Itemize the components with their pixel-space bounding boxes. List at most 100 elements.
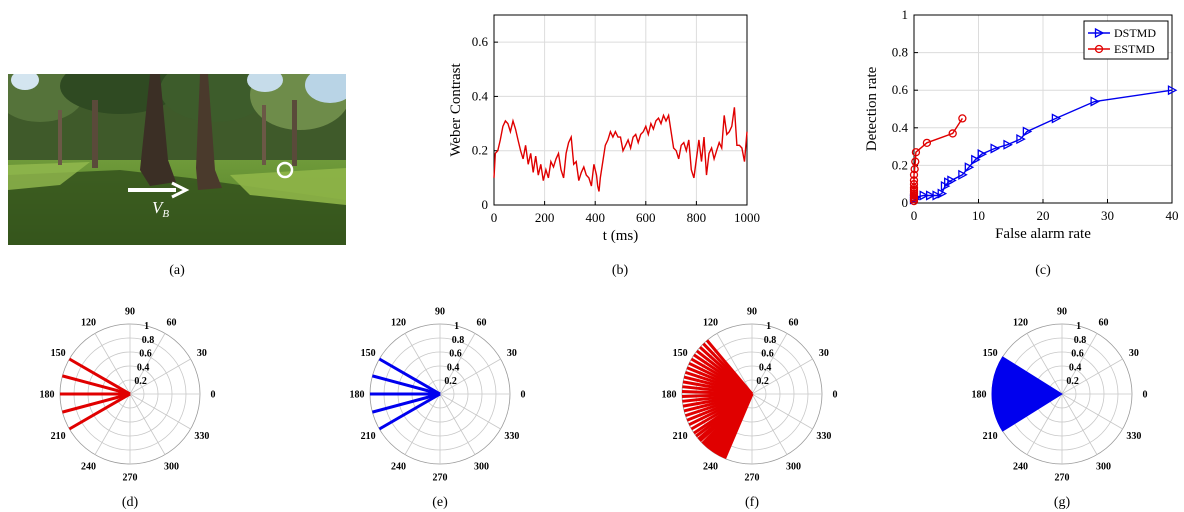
angle-tick-label: 300 <box>474 461 489 472</box>
y-axis-label: Weber Contrast <box>448 63 464 157</box>
x-axis-label: t (ms) <box>603 228 638 244</box>
caption-a: (a) <box>169 263 185 278</box>
data-point <box>911 148 921 157</box>
polar-chart-f: 0 30 60 90 120 150 180 210 240 270 300 330 0.2 0.4 0.6… <box>662 307 838 484</box>
y-axis-label: Detection rate <box>864 66 880 151</box>
radius-tick-label: 1 <box>766 321 771 332</box>
y-tick-label: 0.2 <box>892 157 908 172</box>
data-point <box>1022 126 1033 137</box>
x-tick-label: 10 <box>972 208 985 223</box>
angle-tick-label: 180 <box>40 390 55 401</box>
x-tick-label: 20 <box>1037 208 1050 223</box>
polar-spoke <box>439 333 476 395</box>
angle-tick-label: 210 <box>51 431 66 442</box>
data-point <box>958 169 968 180</box>
angle-tick-label: 30 <box>1129 348 1139 359</box>
radius-tick-label: 0.6 <box>761 349 774 360</box>
angle-tick-label: 0 <box>833 390 838 401</box>
radius-tick-label: 0.8 <box>764 335 777 346</box>
angle-tick-label: 30 <box>197 348 207 359</box>
data-point <box>1051 113 1062 124</box>
polar-ray <box>378 392 441 431</box>
x-tick-label: 30 <box>1101 208 1114 223</box>
angle-tick-label: 180 <box>662 390 677 401</box>
weber-contrast-chart: 0 200 400 600 800 1000 0 0.2 0.4 0.6 t (ms) Weber C… <box>448 14 760 244</box>
angle-tick-label: 330 <box>194 431 209 442</box>
angle-tick-label: 330 <box>504 431 519 442</box>
x-tick-label: 40 <box>1166 208 1179 223</box>
polar-ray <box>61 374 131 396</box>
polar-chart-g: 0 30 60 90 120 150 180 210 240 270 300 330 0.2 0.4 0.6… <box>972 307 1148 484</box>
data-point <box>937 188 948 199</box>
caption-g: (g) <box>1054 495 1071 510</box>
park-photo <box>8 74 346 245</box>
caption-d: (d) <box>122 495 139 510</box>
polar-spoke <box>129 358 191 395</box>
angle-tick-label: 210 <box>673 431 688 442</box>
angle-tick-label: 180 <box>972 390 987 401</box>
angle-tick-label: 240 <box>391 461 406 472</box>
x-axis-label: False alarm rate <box>995 226 1091 242</box>
polar-spoke <box>1061 393 1098 455</box>
radius-tick-label: 1 <box>144 321 149 332</box>
radius-tick-label: 0.4 <box>137 362 150 373</box>
angle-tick-label: 270 <box>123 473 138 484</box>
polar-spoke <box>1061 333 1098 395</box>
polar-spoke <box>716 333 753 395</box>
polar-spoke <box>439 393 501 430</box>
angle-tick-label: 330 <box>1126 431 1141 442</box>
radius-tick-label: 0.6 <box>1071 349 1084 360</box>
data-point <box>909 170 919 179</box>
polar-spoke <box>94 393 131 455</box>
radius-tick-label: 0.2 <box>756 376 769 387</box>
radius-tick-label: 0.2 <box>1066 376 1079 387</box>
data-point <box>971 154 981 165</box>
legend-marker <box>1094 44 1104 54</box>
y-tick-label: 0 <box>482 197 489 212</box>
data-point <box>948 129 957 138</box>
data-point <box>977 149 988 160</box>
y-tick-label: 0.2 <box>472 143 488 158</box>
radius-tick-label: 0.8 <box>1074 335 1087 346</box>
polar-chart-d: 0 30 60 90 120 150 180 210 240 270 300 330 0.2 0.4 0.6… <box>40 307 216 484</box>
x-tick-label: 0 <box>911 208 918 223</box>
caption-e: (e) <box>432 495 448 510</box>
angle-tick-label: 210 <box>983 431 998 442</box>
x-tick-label: 600 <box>636 210 656 225</box>
radius-tick-label: 0.4 <box>447 362 460 373</box>
y-tick-label: 0.6 <box>892 82 909 97</box>
data-point <box>958 114 967 123</box>
plot-frame <box>493 14 748 206</box>
angle-tick-label: 60 <box>789 318 799 329</box>
polar-ray <box>61 392 131 414</box>
radius-tick-label: 0.4 <box>759 362 772 373</box>
angle-tick-label: 270 <box>745 473 760 484</box>
angle-tick-label: 30 <box>819 348 829 359</box>
data-point <box>1003 139 1013 150</box>
angle-tick-label: 270 <box>433 473 448 484</box>
polar-spoke <box>751 393 788 455</box>
radius-tick-label: 1 <box>1076 321 1081 332</box>
polar-spoke <box>439 393 476 455</box>
angle-tick-label: 150 <box>51 348 66 359</box>
caption-b: (b) <box>612 263 629 278</box>
radius-tick-label: 0.8 <box>142 335 155 346</box>
data-point <box>1167 85 1178 96</box>
angle-tick-label: 90 <box>125 307 135 318</box>
angle-tick-label: 60 <box>167 318 177 329</box>
angle-tick-label: 150 <box>983 348 998 359</box>
polar-sector <box>991 356 1063 432</box>
polar-ray <box>371 392 441 414</box>
polar-ray <box>68 357 131 396</box>
angle-tick-label: 300 <box>786 461 801 472</box>
angle-tick-label: 150 <box>673 348 688 359</box>
angle-tick-label: 0 <box>521 390 526 401</box>
polar-ray <box>68 392 131 431</box>
data-point <box>925 190 936 201</box>
polar-spoke <box>751 393 813 430</box>
x-tick-label: 400 <box>585 210 605 225</box>
radius-tick-label: 0.2 <box>134 376 147 387</box>
polar-spoke <box>1061 358 1123 395</box>
angle-tick-label: 30 <box>507 348 517 359</box>
